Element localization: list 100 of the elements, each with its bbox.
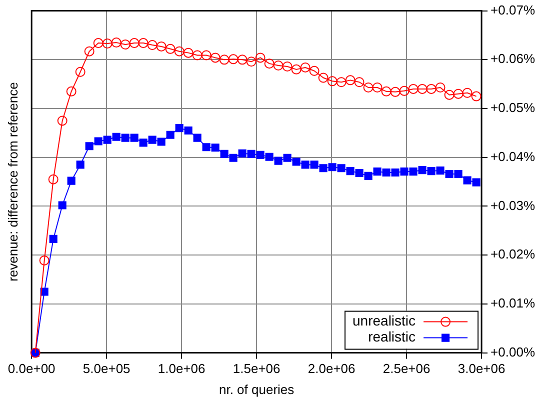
x-tick-label: 2.5e+06: [382, 361, 430, 376]
point: [301, 160, 310, 169]
point: [318, 72, 328, 83]
point: [202, 143, 210, 152]
point: [130, 134, 138, 142]
point: [445, 170, 454, 178]
point: [265, 152, 274, 161]
point: [346, 167, 354, 176]
point: [292, 158, 300, 166]
point: [238, 149, 246, 158]
point: [399, 86, 410, 96]
y-tick-label: +0.01%: [490, 296, 536, 311]
point: [39, 255, 50, 266]
point: [309, 66, 320, 76]
y-tick-label: +0.00%: [490, 344, 536, 360]
point: [409, 168, 418, 176]
x-tick-label: 3.0e+06: [458, 361, 506, 376]
point: [463, 176, 472, 184]
point: [390, 86, 400, 97]
point: [400, 168, 408, 176]
point: [94, 137, 102, 146]
y-tick-label: +0.04%: [490, 148, 536, 164]
point: [382, 168, 390, 177]
y-tick-label: +0.07%: [490, 2, 536, 18]
point: [472, 178, 480, 186]
point: [193, 134, 202, 142]
point: [256, 150, 264, 159]
x-tick-label: 1.0e+06: [158, 361, 206, 376]
y-tick-label: +0.02%: [490, 246, 536, 262]
point: [112, 132, 120, 141]
point: [138, 38, 148, 48]
point: [291, 64, 302, 74]
point: [156, 41, 166, 52]
point: [102, 38, 112, 49]
point: [345, 75, 356, 86]
point: [282, 61, 292, 72]
point: [418, 166, 426, 174]
y-tick-label: +0.05%: [490, 100, 536, 116]
x-tick-label: 2.0e+06: [308, 361, 356, 376]
point: [310, 160, 318, 169]
point: [373, 168, 382, 176]
point: [454, 170, 462, 178]
point: [75, 66, 86, 77]
point: [246, 56, 256, 67]
point: [93, 38, 104, 48]
point: [274, 156, 282, 165]
point: [408, 84, 418, 94]
point: [273, 60, 284, 71]
point: [426, 84, 436, 94]
point: [175, 124, 184, 132]
point: [48, 174, 58, 184]
x-tick-label: 5.0e+05: [82, 361, 130, 376]
point: [381, 86, 392, 96]
x-tick-label: 1.5e+06: [232, 361, 280, 376]
point: [67, 176, 76, 185]
point: [66, 86, 76, 96]
point: [139, 138, 148, 147]
point: [453, 88, 464, 99]
point: [166, 130, 174, 139]
point: [174, 46, 184, 56]
point: [255, 52, 266, 63]
point: [319, 164, 328, 172]
y-axis-title: revenue: difference from reference: [5, 82, 20, 282]
y-tick-label: +0.03%: [490, 198, 536, 213]
point: [417, 84, 428, 94]
legend-label: unrealistic: [352, 312, 416, 329]
point: [372, 82, 382, 93]
point: [435, 82, 446, 93]
point: [363, 82, 374, 93]
point: [111, 38, 122, 48]
point: [247, 150, 256, 158]
point: [228, 54, 238, 64]
point: [84, 46, 94, 56]
point: [57, 116, 68, 126]
point: [148, 136, 156, 144]
point: [462, 88, 472, 98]
legend-label: realistic: [368, 328, 416, 345]
point: [327, 76, 338, 86]
point: [471, 91, 482, 102]
y-tick-label: +0.06%: [490, 51, 536, 66]
point: [49, 234, 58, 243]
point: [427, 167, 436, 176]
point: [121, 134, 130, 142]
point: [300, 62, 310, 72]
point: [211, 144, 220, 152]
point: [337, 164, 346, 172]
point: [184, 126, 192, 135]
point: [229, 154, 238, 162]
point: [237, 54, 248, 65]
point: [120, 40, 130, 50]
point: [58, 201, 66, 210]
point: [391, 168, 400, 177]
point: [336, 77, 346, 88]
point: [85, 142, 94, 150]
point: [147, 40, 158, 50]
point: [192, 50, 202, 60]
point: [220, 150, 228, 158]
point: [219, 54, 230, 65]
point: [328, 163, 336, 172]
point: [436, 166, 444, 175]
